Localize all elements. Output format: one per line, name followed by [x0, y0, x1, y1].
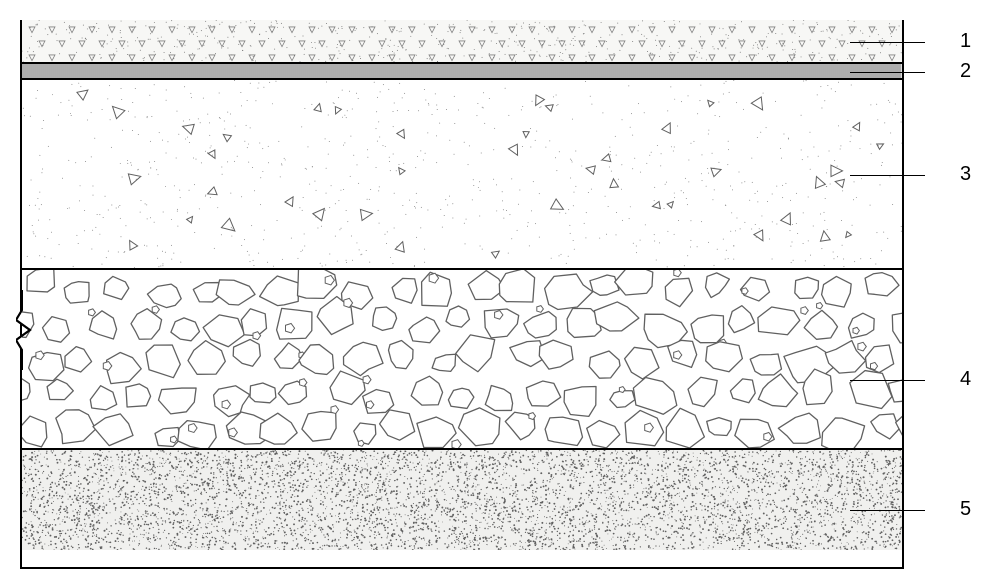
- layer-1: [22, 20, 902, 64]
- leader-line-2: [850, 72, 925, 73]
- leader-line-1: [850, 42, 925, 43]
- layer-label-2: 2: [960, 60, 971, 83]
- leader-line-4: [850, 380, 925, 381]
- label-area: [900, 20, 1000, 567]
- leader-line-3: [850, 175, 925, 176]
- layer-label-4: 4: [960, 368, 971, 391]
- layer-2: [22, 64, 902, 80]
- layer-4: [22, 270, 902, 450]
- layer-label-5: 5: [960, 498, 971, 521]
- layer-label-1: 1: [960, 30, 971, 53]
- layer-5: [22, 450, 902, 550]
- layer-3: [22, 80, 902, 270]
- layer-label-3: 3: [960, 163, 971, 186]
- cross-section-diagram: 1 2 3 4 5: [20, 20, 1000, 567]
- leader-line-5: [850, 510, 925, 511]
- diagram-body: [20, 20, 904, 569]
